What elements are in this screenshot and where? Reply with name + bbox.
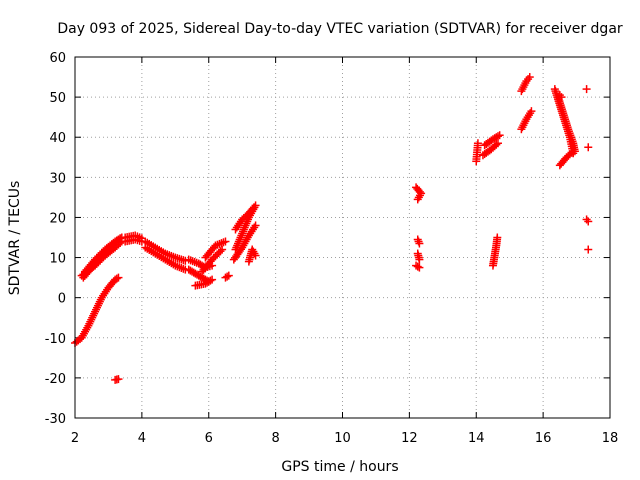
grid-lines bbox=[75, 57, 610, 418]
y-tick-label: -10 bbox=[45, 332, 66, 347]
plot-frame bbox=[74, 56, 611, 419]
data-point bbox=[248, 204, 257, 213]
data-point bbox=[584, 217, 593, 226]
data-points bbox=[71, 73, 593, 384]
data-point bbox=[414, 237, 423, 246]
y-tick-label: -20 bbox=[45, 372, 66, 387]
y-tick-label: 30 bbox=[49, 171, 66, 186]
data-point bbox=[415, 263, 424, 272]
data-point bbox=[216, 247, 225, 256]
axis-ticks: 2 4 6 8 10 12 14 16 18 -30 -20 -10 0 10 20 30 40 50 60 bbox=[45, 51, 619, 446]
x-tick-label: 16 bbox=[535, 431, 552, 446]
data-point bbox=[473, 139, 482, 148]
data-point bbox=[251, 251, 260, 260]
y-tick-label: 50 bbox=[49, 91, 66, 106]
data-point bbox=[224, 271, 233, 280]
data-point bbox=[112, 274, 121, 283]
data-point bbox=[413, 262, 422, 271]
x-tick-label: 6 bbox=[205, 431, 213, 446]
data-point bbox=[114, 375, 123, 384]
x-tick-label: 10 bbox=[334, 431, 351, 446]
data-point bbox=[493, 132, 502, 141]
data-point bbox=[208, 275, 217, 284]
data-point bbox=[116, 239, 125, 248]
chart-title: Day 093 of 2025, Sidereal Day-to-day VTE… bbox=[57, 21, 623, 37]
data-point bbox=[415, 239, 424, 248]
x-tick-label: 18 bbox=[602, 431, 619, 446]
y-tick-label: 40 bbox=[49, 131, 66, 146]
x-tick-label: 12 bbox=[401, 431, 418, 446]
data-point bbox=[584, 245, 593, 254]
y-tick-label: 60 bbox=[49, 51, 66, 66]
y-tick-label: -30 bbox=[45, 412, 66, 427]
y-tick-label: 10 bbox=[49, 252, 66, 267]
data-point bbox=[114, 273, 123, 282]
data-point bbox=[495, 131, 504, 140]
data-point bbox=[527, 107, 536, 116]
data-point bbox=[221, 237, 230, 246]
data-point bbox=[415, 255, 424, 264]
data-point bbox=[493, 233, 502, 242]
data-point bbox=[493, 139, 502, 148]
y-axis-label: SDTVAR / TECUs bbox=[7, 181, 23, 296]
data-point bbox=[584, 143, 593, 152]
data-point bbox=[413, 195, 422, 204]
x-tick-label: 14 bbox=[468, 431, 485, 446]
data-point bbox=[218, 245, 227, 254]
data-point bbox=[582, 215, 591, 224]
data-point bbox=[582, 85, 591, 94]
x-tick-label: 8 bbox=[271, 431, 279, 446]
data-point bbox=[525, 73, 534, 82]
x-axis-label: GPS time / hours bbox=[281, 459, 398, 475]
data-point bbox=[569, 147, 578, 156]
data-point bbox=[492, 140, 501, 149]
data-point bbox=[206, 276, 215, 285]
data-point bbox=[249, 203, 258, 212]
data-point bbox=[567, 148, 576, 157]
y-tick-label: 0 bbox=[58, 292, 66, 307]
x-tick-label: 4 bbox=[138, 431, 146, 446]
data-point bbox=[251, 221, 260, 230]
x-tick-label: 2 bbox=[71, 431, 79, 446]
y-tick-label: 20 bbox=[49, 211, 66, 226]
data-point bbox=[413, 235, 422, 244]
data-point bbox=[557, 93, 566, 102]
data-point bbox=[223, 272, 232, 281]
